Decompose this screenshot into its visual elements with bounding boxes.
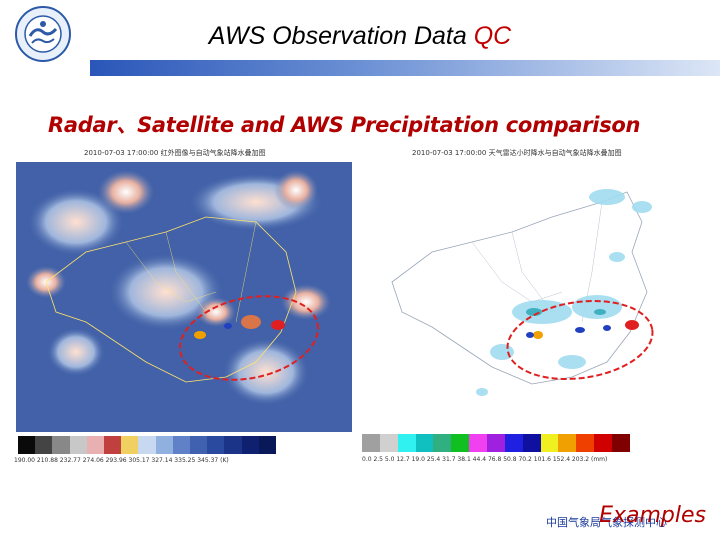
title-accent: QC	[473, 22, 512, 50]
radar-legend-bar	[362, 434, 630, 452]
radar-caption: 2010-07-03 17:00:00 天气雷达小时降水与自动气象站降水叠加图	[412, 149, 622, 157]
slide-subtitle: Radar、Satellite and AWS Precipitation co…	[48, 113, 641, 137]
cma-logo	[15, 6, 71, 62]
satellite-caption: 2010-07-03 17:00:00 红外图像与自动气象站降水叠加图	[84, 149, 266, 157]
footer: 中国气象局气象探测中心 Examples	[546, 502, 706, 532]
title-underline	[90, 60, 720, 76]
radar-legend-ticks: 0.0 2.5 5.0 12.7 19.0 25.4 31.7 38.1 44.…	[362, 456, 608, 463]
satellite-legend-ticks: 190.00 210.88 232.77 274.06 293.96 305.1…	[14, 457, 229, 464]
satellite-legend-bar	[18, 436, 277, 454]
satellite-panel: 2010-07-03 17:00:00 红外图像与自动气象站降水叠加图 1	[14, 148, 358, 464]
radar-panel: 2010-07-03 17:00:00 天气雷达小时降水与自动气象站降水叠加图 …	[362, 148, 708, 463]
satellite-map	[16, 162, 352, 432]
page-title: AWS Observation Data QC	[0, 22, 720, 51]
examples-label: Examples	[599, 503, 706, 528]
title-main: AWS Observation Data	[208, 22, 474, 50]
organization-name: 中国气象局气象探测中心	[546, 516, 667, 529]
radar-map	[362, 162, 708, 432]
